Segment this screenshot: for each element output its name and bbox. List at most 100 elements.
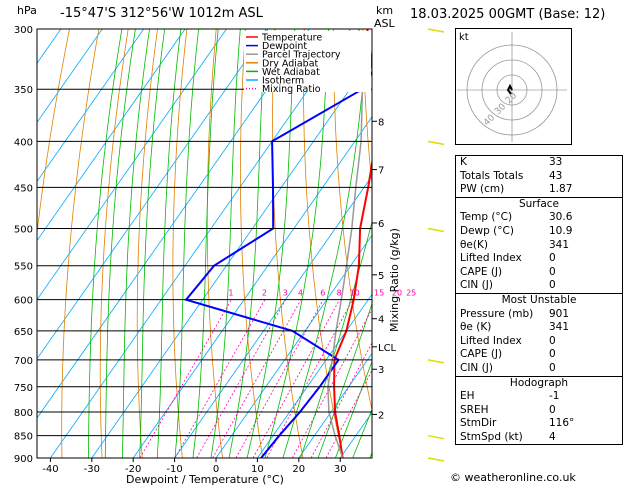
surface-label: CIN (J) xyxy=(460,279,493,292)
wind-barb xyxy=(427,227,445,233)
isotherm-line xyxy=(37,29,145,183)
hodo-row: SREH 0 xyxy=(456,404,622,418)
wind-barb xyxy=(427,28,445,33)
wet-adiabat-line xyxy=(282,29,368,458)
surface-row: Lifted Index 0 xyxy=(456,252,622,266)
location-title: -15°47'S 312°56'W 1012m ASL xyxy=(60,6,263,21)
x-tick-label: 20 xyxy=(292,464,305,475)
wind-barb xyxy=(427,457,445,462)
legend-label: Wet Adiabat xyxy=(262,67,320,78)
dry-adiabat-line xyxy=(172,29,188,458)
surface-row: CAPE (J) 0 xyxy=(456,266,622,280)
legend-label: Temperature xyxy=(261,33,322,44)
mu-value: 0 xyxy=(549,348,556,361)
isotherm-line xyxy=(37,29,103,123)
km-tick-label: LCL xyxy=(378,343,397,354)
isotherm-line xyxy=(37,29,227,301)
mixing-ratio-label: 15 xyxy=(374,289,384,298)
mu-label: Lifted Index xyxy=(460,334,522,347)
index-value: 43 xyxy=(549,169,563,182)
pressure-tick-label: 300 xyxy=(14,25,33,36)
km-label: km xyxy=(376,4,394,17)
wet-adiabat-line xyxy=(87,29,123,458)
pressure-tick-label: 800 xyxy=(14,408,33,419)
mu-label: CIN (J) xyxy=(460,361,493,374)
km-tick-label: 6 xyxy=(378,219,384,230)
hodograph: kt 40 30 20 xyxy=(455,28,572,145)
mu-label: θe (K) xyxy=(460,321,492,334)
hpa-label: hPa xyxy=(17,4,37,17)
surface-value: 341 xyxy=(549,238,570,251)
pressure-tick-label: 850 xyxy=(14,432,33,443)
index-value: 1.87 xyxy=(549,183,573,196)
datetime: 18.03.2025 00GMT (Base: 12) xyxy=(410,7,606,22)
legend-box xyxy=(244,31,371,92)
pressure-tick-label: 550 xyxy=(14,262,33,273)
wind-barb xyxy=(427,140,445,146)
x-tick-label: -40 xyxy=(42,464,58,475)
pressure-tick-label: 750 xyxy=(14,383,33,394)
dry-adiabat-line xyxy=(61,29,100,458)
index-label: PW (cm) xyxy=(460,183,505,196)
pressure-tick-label: 600 xyxy=(14,296,33,307)
parameter-table: K 33 Totals Totals 43 PW (cm) 1.87 Surface … xyxy=(455,155,623,446)
mu-value: 0 xyxy=(549,334,556,347)
mixing-ratio-label: 25 xyxy=(406,289,416,298)
km-tick-label: 4 xyxy=(378,315,384,326)
x-tick-label: -30 xyxy=(84,464,100,475)
wet-adiabat-line xyxy=(139,29,165,458)
plot-frame xyxy=(36,28,373,459)
wet-adiabat-line xyxy=(210,29,241,458)
index-label: K xyxy=(460,156,467,168)
mixing-ratio-label: 20 xyxy=(392,289,402,298)
pressure-tick-label: 700 xyxy=(14,356,33,367)
pressure-tick-label: 650 xyxy=(14,327,33,338)
index-row: PW (cm) 1.87 xyxy=(456,183,622,197)
copyright: © weatheronline.co.uk xyxy=(450,471,576,484)
surface-title: Surface xyxy=(518,197,559,210)
pressure-tick-label: 900 xyxy=(14,454,33,465)
wind-barb xyxy=(427,359,445,364)
mixing-ratio-label: 6 xyxy=(320,289,325,298)
pressure-tick-label: 450 xyxy=(14,183,33,194)
hodograph-unit: kt xyxy=(459,32,469,43)
hodo-label: StmSpd (kt) xyxy=(460,430,523,443)
mixing-ratio-line xyxy=(325,369,372,458)
wet-adiabat-line xyxy=(352,408,372,458)
mu-row: θe (K) 341 xyxy=(456,321,622,335)
surface-row: Dewp (°C) 10.9 xyxy=(456,225,622,239)
x-tick-label: 30 xyxy=(334,464,347,475)
index-value: 33 xyxy=(549,156,563,168)
mu-value: 341 xyxy=(549,321,570,334)
surface-section: Surface Temp (°C) 30.6 Dewp (°C) 10.9 θe(K… xyxy=(456,196,622,293)
index-row: K 33 xyxy=(456,156,622,170)
surface-value: 30.6 xyxy=(549,211,573,224)
hodo-row: StmSpd (kt) 4 xyxy=(456,431,622,445)
hodo-value: 0 xyxy=(549,403,556,416)
mu-value: 0 xyxy=(549,361,556,374)
x-tick-label: -20 xyxy=(125,464,141,475)
asl-label: ASL xyxy=(374,17,395,30)
mu-row: Lifted Index 0 xyxy=(456,335,622,349)
legend-label: Mixing Ratio xyxy=(262,84,321,95)
hodo-label: StmDir xyxy=(460,417,497,430)
km-tick-label: 5 xyxy=(378,271,384,282)
wet-adiabat-line xyxy=(334,360,372,458)
hodo-row: EH -1 xyxy=(456,390,622,404)
legend-label: Dry Adiabat xyxy=(262,58,319,69)
mixing-ratio-line xyxy=(310,342,372,458)
indices-section: K 33 Totals Totals 43 PW (cm) 1.87 xyxy=(456,156,622,197)
hodograph-section: Hodograph EH -1 SREH 0 StmDir 116° StmSpd (… xyxy=(456,375,622,445)
mu-row: CIN (J) 0 xyxy=(456,362,622,376)
x-tick-label: 10 xyxy=(251,464,264,475)
hodograph-frame xyxy=(455,28,572,145)
x-tick-label: -10 xyxy=(166,464,182,475)
km-tick-label: 2 xyxy=(378,410,384,421)
surface-value: 0 xyxy=(549,252,556,265)
mixing-ratio-label: 8 xyxy=(337,289,342,298)
wet-adiabat-line xyxy=(264,29,329,458)
legend-label: Dewpoint xyxy=(262,41,307,52)
wind-barb xyxy=(427,434,445,440)
most-unstable-title: Most Unstable xyxy=(501,293,577,306)
